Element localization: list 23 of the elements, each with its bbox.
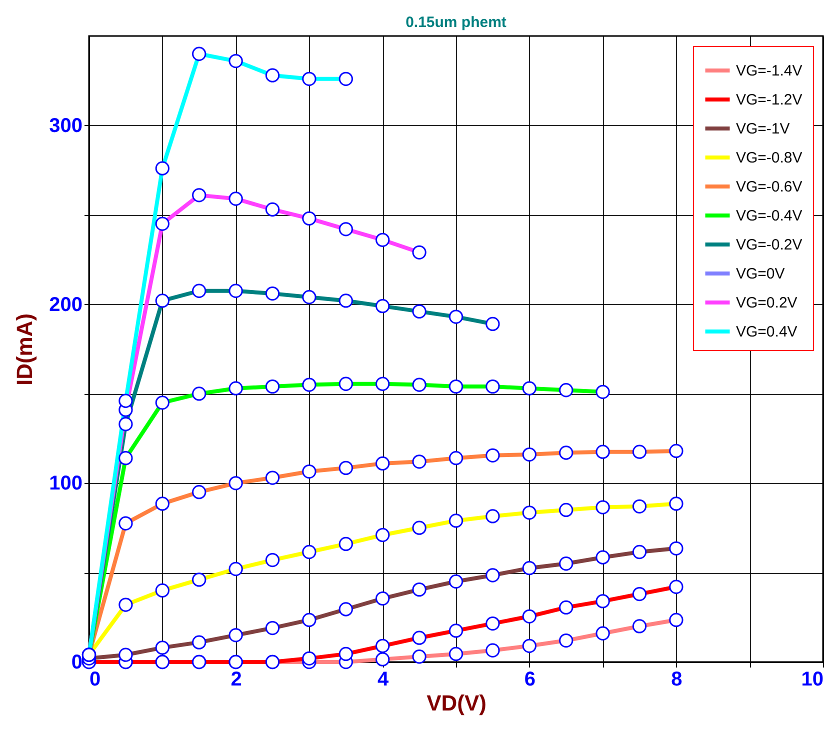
legend-label: VG=-1.2V [736,92,802,108]
legend-label: VG=0V [736,266,785,282]
chart-title: 0.15um phemt [406,14,506,31]
y-tick-label: 200 [49,294,82,316]
x-tick-label: 0 [90,668,101,690]
y-tick-label: 300 [49,114,82,137]
legend-label: VG=-0.8V [736,150,802,166]
x-axis-title: VD(V) [426,690,486,716]
x-tick-label: 10 [801,668,824,690]
legend-label: VG=0.4V [736,324,798,340]
x-tick-label: 2 [230,668,242,690]
x-tick-label: 6 [524,668,536,690]
legend-label: VG=0.2V [736,294,798,312]
y-axis-title: ID(mA) [12,313,38,386]
legend-label: VG=-0.4V [736,208,802,224]
y-tick-label: 100 [49,472,82,495]
legend-label: VG=-1V [736,120,790,138]
legend-label: VG=-1.4V [736,62,802,80]
x-tick-label: 8 [671,668,682,690]
legend-label: VG=-0.6V [736,178,802,196]
y-tick-label: 0 [71,652,82,674]
legend-label: VG=-0.2V [736,236,802,254]
x-tick-label: 4 [378,668,390,690]
